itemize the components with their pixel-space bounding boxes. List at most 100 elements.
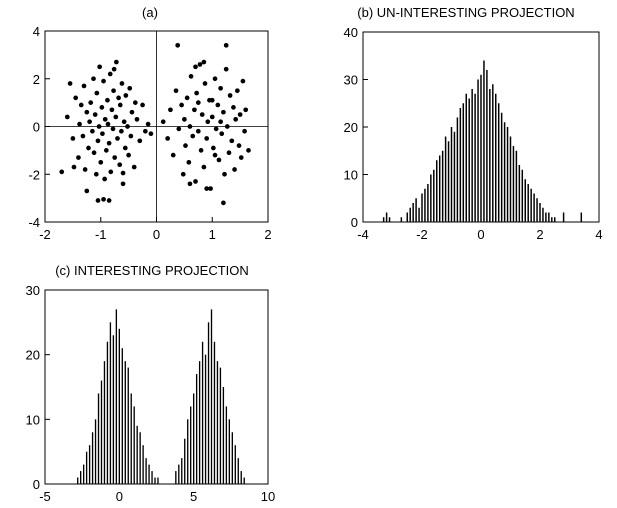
- scatter-point-118: [233, 116, 239, 122]
- scatter-point-135: [218, 119, 223, 125]
- histogram-bar-b-0: [382, 217, 385, 222]
- y-tick-label-b-1: 10: [344, 168, 358, 183]
- y-tick-label-a-4: 4: [33, 24, 40, 39]
- histogram-bar-c-4: [88, 445, 91, 484]
- scatter-point-27: [102, 116, 108, 122]
- scatter-point-17: [93, 171, 99, 177]
- scatter-point-42: [117, 162, 123, 168]
- histogram-bar-c-25: [151, 471, 153, 484]
- scatter-point-19: [95, 138, 101, 144]
- x-tick-label-a-2: 0: [153, 227, 160, 242]
- scatter-point-8: [82, 167, 88, 172]
- scatter-point-25: [101, 78, 106, 84]
- histogram-bar-b-57: [551, 217, 553, 222]
- histogram-bar-c-16: [124, 361, 126, 484]
- histogram-bar-b-45: [515, 150, 518, 222]
- scatter-point-106: [216, 157, 222, 163]
- scatter-point-107: [218, 85, 223, 91]
- histogram-bar-c-40: [195, 374, 198, 484]
- scatter-point-102: [211, 145, 216, 151]
- x-tick-label-b-2: 0: [477, 227, 484, 242]
- scatter-point-103: [212, 76, 218, 82]
- histogram-bar-c-6: [94, 419, 97, 484]
- x-tick-label-a-0: -2: [39, 227, 51, 242]
- scatter-point-86: [188, 74, 194, 79]
- scatter-point-76: [173, 88, 179, 94]
- x-tick-label-a-3: 1: [209, 227, 216, 242]
- scatter-point-53: [128, 133, 134, 139]
- scatter-point-119: [234, 88, 240, 94]
- histogram-bar-b-39: [497, 103, 500, 222]
- scatter-point-129: [187, 181, 193, 187]
- histogram-bar-c-33: [175, 471, 177, 484]
- scatter-point-88: [192, 107, 197, 113]
- histogram-bar-c-15: [121, 348, 123, 484]
- histogram-bar-c-56: [243, 477, 245, 484]
- histogram-bar-c-47: [216, 361, 219, 484]
- scatter-point-24: [100, 131, 105, 137]
- scatter-point-31: [106, 140, 112, 146]
- scatter-point-100: [208, 186, 213, 191]
- histogram-bar-b-42: [506, 127, 509, 222]
- scatter-point-126: [246, 148, 251, 153]
- histogram-bar-c-2: [82, 464, 85, 484]
- panel-b-title: (b) UN-INTERESTING PROJECTION: [357, 5, 574, 20]
- scatter-point-38: [113, 114, 119, 120]
- histogram-bar-b-10: [412, 203, 414, 222]
- histogram-bar-b-14: [424, 188, 426, 222]
- scatter-point-124: [242, 128, 247, 134]
- scatter-point-74: [168, 107, 173, 113]
- scatter-point-49: [123, 93, 129, 98]
- histogram-bar-b-40: [500, 112, 503, 222]
- histogram-bar-c-12: [112, 335, 115, 484]
- histogram-bar-b-23: [450, 127, 453, 222]
- scatter-point-32: [107, 71, 113, 77]
- x-tick-label-c-3: 10: [261, 489, 275, 504]
- scatter-point-41: [116, 95, 121, 101]
- scatter-point-29: [105, 97, 110, 103]
- y-tick-label-b-3: 30: [344, 73, 358, 88]
- y-tick-label-b-0: 0: [351, 215, 358, 230]
- histogram-bar-c-53: [234, 445, 236, 484]
- scatter-point-132: [204, 186, 210, 191]
- histogram-bar-b-16: [430, 174, 432, 222]
- histogram-bar-c-44: [207, 322, 210, 484]
- scatter-point-73: [165, 136, 170, 141]
- scatter-point-109: [221, 109, 226, 115]
- histogram-bar-c-37: [187, 419, 189, 484]
- scatter-point-2: [73, 95, 79, 101]
- histogram-bar-c-45: [210, 309, 213, 484]
- scatter-point-71: [120, 170, 126, 176]
- histogram-bar-c-41: [198, 361, 201, 484]
- histogram-bar-b-20: [441, 150, 444, 222]
- panel-c-title: (c) INTERESTING PROJECTION: [55, 263, 249, 278]
- histogram-bar-b-48: [524, 179, 526, 222]
- histogram-bar-b-8: [406, 212, 408, 222]
- scatter-point-121: [237, 112, 243, 117]
- histogram-bar-b-41: [503, 122, 506, 222]
- histogram-bar-b-51: [533, 193, 535, 222]
- histogram-bar-b-12: [418, 207, 420, 222]
- histogram-bar-b-34: [483, 60, 485, 222]
- histogram-bar-c-51: [228, 419, 231, 484]
- scatter-point-30: [105, 121, 111, 127]
- scatter-point-113: [226, 150, 232, 156]
- histogram-bar-b-67: [580, 212, 583, 222]
- scatter-point-120: [236, 143, 242, 148]
- scatter-point-33: [108, 169, 114, 175]
- scatter-point-112: [224, 124, 230, 129]
- histogram-bar-b-43: [509, 136, 512, 222]
- scatter-point-89: [193, 179, 198, 184]
- histogram-bar-c-5: [91, 432, 94, 484]
- scatter-point-16: [92, 112, 98, 117]
- scatter-point-98: [205, 119, 211, 125]
- x-tick-label-a-1: -1: [95, 227, 107, 242]
- histogram-bar-b-52: [536, 198, 538, 222]
- scatter-point-81: [182, 116, 187, 122]
- scatter-point-18: [94, 90, 100, 96]
- histogram-bar-b-46: [518, 165, 521, 222]
- scatter-point-34: [109, 107, 115, 113]
- histogram-bar-c-50: [225, 406, 228, 484]
- scatter-point-93: [198, 148, 204, 153]
